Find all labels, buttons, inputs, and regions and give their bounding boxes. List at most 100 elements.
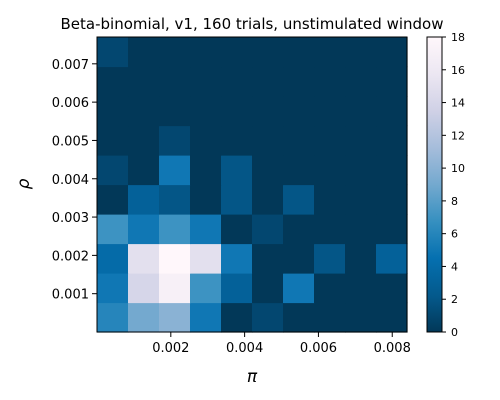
y-tick-label: 0.002 [52,249,89,264]
colorbar [427,37,442,332]
colorbar-tick-label: 16 [451,64,465,77]
heatmap-cell [376,66,408,97]
heatmap-cell [252,125,284,156]
heatmap-cell [283,214,315,245]
heatmap-cell [221,184,253,215]
heatmap-cell [97,66,129,97]
heatmap-cell [376,184,408,215]
heatmap-cell [345,66,377,97]
heatmap-cell [97,214,129,245]
heatmap-cell [221,273,253,304]
colorbar-tick-label: 14 [451,97,465,110]
heatmap-cell [376,243,408,274]
heatmap-cell [128,66,160,97]
heatmap-cell [128,125,160,156]
heatmap-cell [314,37,346,68]
colorbar-ticks: 0 2 4 6 8 10 12 14 16 18 [442,31,465,339]
heatmap-cell [190,66,222,97]
heatmap-cell [128,37,160,68]
heatmap-cell [221,96,253,127]
x-tick-label: 0.008 [374,341,411,356]
heatmap-cell [97,273,129,304]
colorbar-tick-label: 2 [451,293,458,306]
heatmap-cell [376,273,408,304]
y-tick-label: 0.004 [52,173,89,188]
heatmap-cell [128,214,160,245]
heatmap-cell [159,273,191,304]
x-axis: 0.002 0.004 0.006 0.008 [152,332,411,356]
heatmap-cell [97,37,129,68]
heatmap-cell [252,302,284,333]
heatmap-cell [345,125,377,156]
heatmap-cell [345,273,377,304]
heatmap-cell [159,302,191,333]
colorbar-tick-label: 0 [451,326,458,339]
colorbar-tick-label: 8 [451,195,458,208]
y-tick-label: 0.001 [52,288,89,303]
heatmap-cell [314,302,346,333]
heatmap-cell [159,184,191,215]
heatmap-cell [221,37,253,68]
heatmap-cell [314,273,346,304]
heatmap-cell [283,66,315,97]
heatmap-cells [97,37,408,333]
heatmap-cell [221,243,253,274]
heatmap-cell [345,243,377,274]
heatmap-cell [221,125,253,156]
heatmap-cell [283,243,315,274]
heatmap-cell [314,243,346,274]
heatmap-cell [159,96,191,127]
heatmap-cell [221,155,253,186]
heatmap-cell [190,243,222,274]
x-tick-label: 0.006 [300,341,337,356]
heatmap-cell [252,37,284,68]
heatmap-cell [376,37,408,68]
heatmap-cell [159,243,191,274]
chart-title: Beta-binomial, v1, 160 trials, unstimula… [61,15,444,33]
y-tick-label: 0.005 [52,134,89,149]
heatmap-cell [345,214,377,245]
x-tick-label: 0.004 [226,341,263,356]
heatmap-cell [159,214,191,245]
colorbar-tick-label: 6 [451,228,458,241]
heatmap-cell [128,243,160,274]
y-tick-label: 0.003 [52,211,89,226]
heatmap-cell [376,214,408,245]
heatmap-cell [252,214,284,245]
heatmap-cell [190,37,222,68]
y-tick-label: 0.007 [52,58,89,73]
heatmap-cell [221,302,253,333]
heatmap-cell [159,125,191,156]
x-axis-label: π [247,367,258,387]
heatmap-cell [97,243,129,274]
colorbar-tick-label: 12 [451,129,465,142]
heatmap-cell [314,96,346,127]
heatmap-cell [190,96,222,127]
heatmap-cell [376,125,408,156]
colorbar-tick-label: 10 [451,162,465,175]
heatmap-cell [345,37,377,68]
heatmap-cell [159,66,191,97]
heatmap-cell [128,273,160,304]
heatmap-cell [376,96,408,127]
heatmap-cell [128,96,160,127]
heatmap-cell [97,125,129,156]
heatmap-cell [283,96,315,127]
heatmap-cell [314,184,346,215]
heatmap-cell [345,184,377,215]
heatmap-cell [283,155,315,186]
heatmap-cell [376,302,408,333]
heatmap-cell [283,273,315,304]
colorbar-tick-label: 18 [451,31,465,44]
heatmap-cell [128,155,160,186]
heatmap-cell [252,243,284,274]
heatmap-cell [159,37,191,68]
y-axis-label: ρ [14,178,34,189]
heatmap-cell [190,273,222,304]
heatmap-cell [283,302,315,333]
heatmap-cell [252,66,284,97]
heatmap-cell [190,125,222,156]
heatmap-cell [221,66,253,97]
y-axis: 0.001 0.002 0.003 0.004 0.005 0.006 0.007 [52,58,97,303]
